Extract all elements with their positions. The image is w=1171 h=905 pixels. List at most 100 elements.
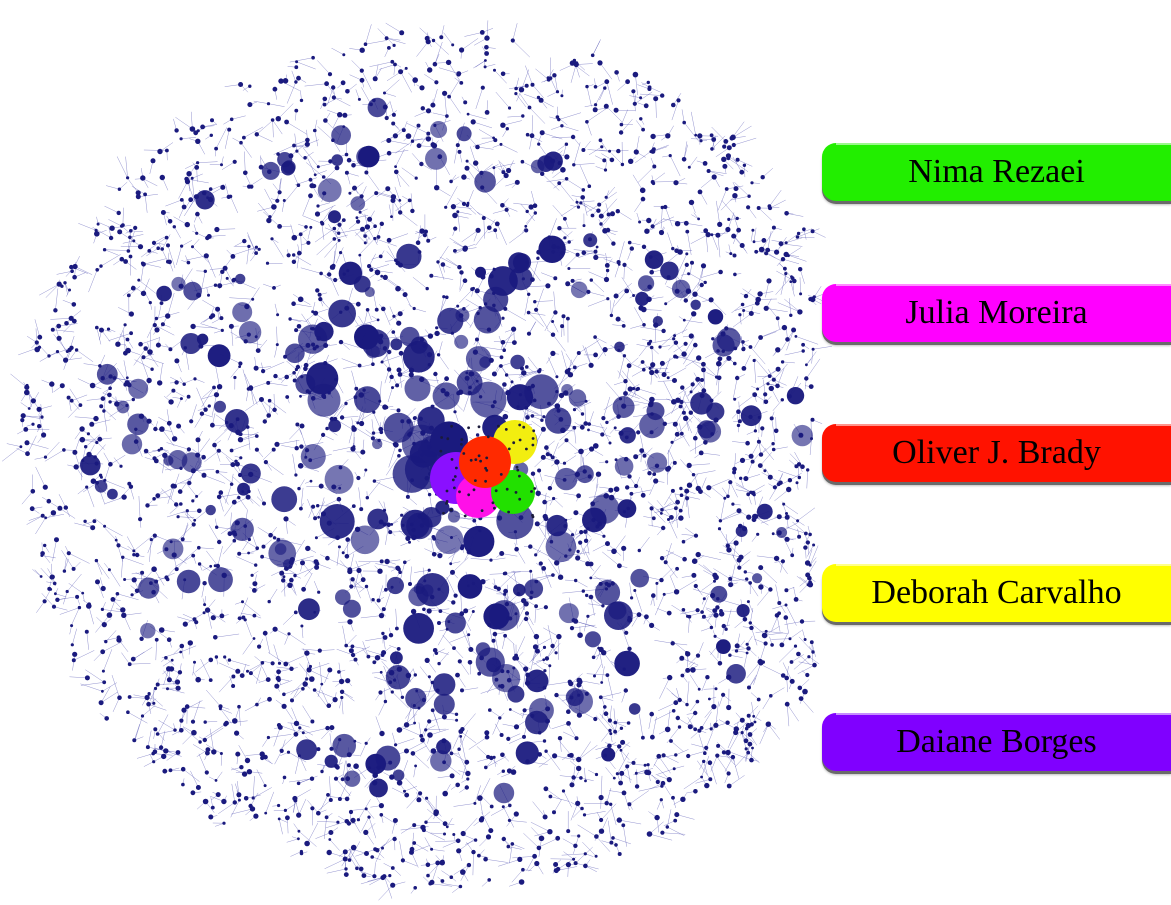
network-node <box>108 400 112 404</box>
network-cluster-blob <box>756 503 773 520</box>
network-node <box>303 366 308 372</box>
network-node <box>458 884 463 889</box>
network-node <box>702 759 706 764</box>
network-node <box>758 335 763 340</box>
network-node <box>203 603 207 607</box>
network-node <box>747 685 751 690</box>
network-node <box>95 268 99 272</box>
network-node <box>328 830 334 835</box>
network-cluster-blob <box>400 509 430 539</box>
network-node <box>695 551 701 558</box>
network-node <box>154 327 160 333</box>
network-node <box>148 301 152 305</box>
network-cluster-blob <box>240 463 261 484</box>
network-node <box>526 310 531 315</box>
network-node <box>191 729 197 736</box>
network-node <box>238 432 243 437</box>
network-cluster-blob <box>361 329 390 358</box>
network-node <box>297 250 302 256</box>
network-node <box>422 607 426 612</box>
network-node <box>771 442 775 446</box>
network-node <box>343 872 349 877</box>
network-node <box>263 754 268 760</box>
network-node <box>630 596 634 600</box>
network-node <box>348 809 354 815</box>
network-node <box>524 228 529 233</box>
network-node <box>560 94 564 98</box>
network-node <box>282 692 286 697</box>
network-node <box>578 448 584 455</box>
network-node <box>711 137 717 142</box>
network-node <box>222 821 226 825</box>
network-node <box>552 810 556 815</box>
network-node <box>426 131 431 136</box>
network-node <box>583 529 588 534</box>
network-node <box>130 285 136 291</box>
network-node <box>771 377 776 382</box>
network-node <box>395 383 400 388</box>
network-node <box>53 308 58 313</box>
network-node <box>425 108 432 114</box>
network-node <box>513 724 520 730</box>
network-node <box>117 695 122 700</box>
network-node <box>166 687 169 691</box>
network-node <box>208 187 213 191</box>
network-node <box>275 116 281 122</box>
network-node <box>310 719 315 724</box>
network-node <box>124 380 130 386</box>
highlight-cluster-node <box>479 459 482 463</box>
network-node <box>783 615 789 620</box>
network-node <box>46 498 52 504</box>
network-node <box>794 335 798 338</box>
network-node <box>336 496 342 502</box>
network-node <box>238 361 243 366</box>
network-node <box>395 285 401 292</box>
network-node <box>337 231 341 235</box>
network-node <box>695 653 701 658</box>
network-node <box>656 753 662 759</box>
network-node <box>213 635 218 640</box>
network-node <box>592 107 598 113</box>
network-node <box>610 211 615 217</box>
network-node <box>303 362 309 368</box>
network-node <box>286 750 291 754</box>
network-node <box>225 276 229 280</box>
network-node <box>460 869 466 875</box>
network-node <box>781 324 788 331</box>
network-node <box>202 737 207 743</box>
network-node <box>71 318 77 324</box>
network-node <box>733 186 739 192</box>
network-node <box>314 211 321 217</box>
network-node <box>358 253 362 257</box>
network-node <box>24 389 30 396</box>
network-node <box>72 263 78 270</box>
network-node <box>665 825 669 829</box>
network-node <box>186 260 191 265</box>
network-node <box>752 392 758 398</box>
network-cluster-blob <box>635 291 650 306</box>
network-cluster-blob <box>506 384 534 411</box>
network-node <box>608 441 612 445</box>
network-node <box>352 445 356 449</box>
network-node <box>176 423 182 429</box>
network-node <box>293 573 297 578</box>
network-node <box>294 65 299 70</box>
network-node <box>345 537 351 542</box>
network-node <box>223 655 227 659</box>
network-node <box>367 216 373 222</box>
network-node <box>185 509 189 513</box>
network-cluster-blob <box>385 665 411 690</box>
network-node <box>576 205 581 209</box>
network-node <box>675 355 679 359</box>
network-node <box>534 860 540 867</box>
network-node <box>383 91 386 95</box>
network-node <box>769 694 773 698</box>
network-node <box>726 145 732 151</box>
network-node <box>673 589 680 595</box>
network-node <box>636 612 642 618</box>
network-node <box>703 228 709 234</box>
network-node <box>392 133 398 139</box>
network-node <box>316 504 320 508</box>
network-node <box>360 449 366 455</box>
network-cluster-blob <box>168 450 188 470</box>
